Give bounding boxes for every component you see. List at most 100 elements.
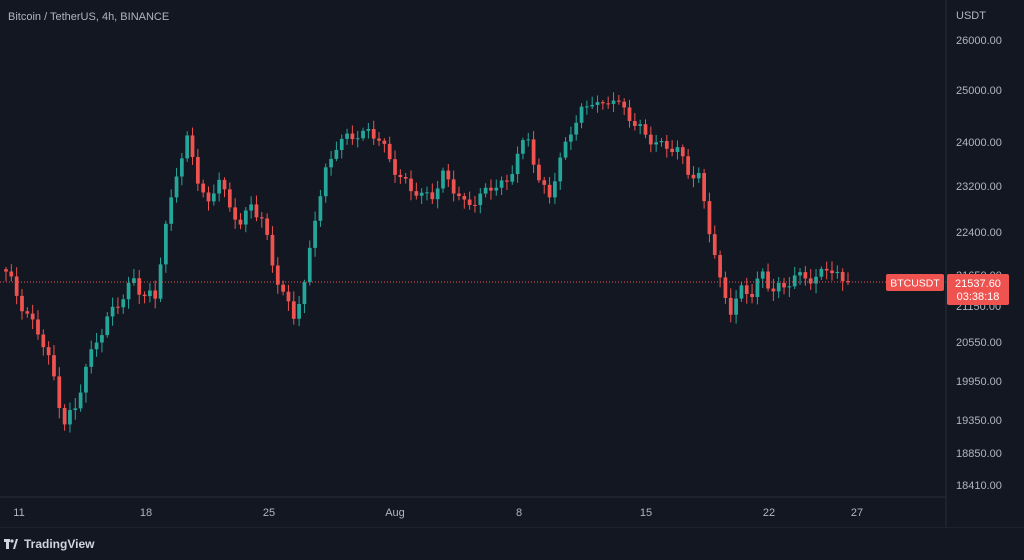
candle-body (195, 157, 200, 184)
candle-body (670, 148, 675, 152)
candle-body (707, 201, 712, 235)
candle-body (398, 174, 403, 178)
currency-label: USDT (956, 10, 986, 22)
candle-body (744, 285, 749, 294)
candle-body (297, 304, 301, 319)
candle-body (89, 349, 94, 367)
candle-body (467, 199, 472, 205)
bar-countdown: 03:38:18 (957, 291, 1000, 303)
candle-body (291, 301, 296, 319)
candle-body (840, 271, 845, 282)
tradingview-logo-icon (4, 538, 18, 550)
candle-body (627, 107, 632, 122)
candle-body (686, 156, 690, 175)
candle-body (654, 142, 659, 145)
candle-body (728, 297, 733, 315)
candle-body (259, 217, 264, 219)
candle-body (238, 219, 243, 225)
candle-body (558, 157, 563, 182)
candle-body (100, 335, 104, 343)
candle-body (14, 276, 19, 296)
candle-body (73, 408, 78, 411)
candle-body (632, 121, 637, 126)
candle-body (323, 167, 328, 197)
candle-body (249, 204, 254, 211)
candle-body (505, 180, 509, 182)
x-tick-label: 11 (13, 507, 24, 519)
candle-body (760, 271, 765, 279)
candle-body (691, 174, 696, 179)
candle-body (217, 179, 222, 194)
x-tick-label: 15 (640, 507, 652, 519)
candle-body (270, 234, 275, 266)
candle-body (531, 139, 536, 165)
candle-body (126, 282, 131, 300)
y-tick-label: 24000.00 (956, 137, 1002, 149)
candle-body (542, 180, 547, 185)
candle-body (462, 196, 467, 200)
chart-title: Bitcoin / TetherUS, 4h, BINANCE (8, 11, 169, 23)
candle-body (307, 247, 312, 283)
symbol-badge (886, 274, 944, 291)
candle-body (334, 149, 339, 159)
x-tick-label: 8 (516, 507, 522, 519)
candle-body (776, 282, 781, 292)
symbol-label: BTCUSDT (890, 278, 940, 290)
candle-body (659, 140, 664, 143)
candle-body (451, 179, 456, 194)
candle-body (553, 181, 557, 198)
candle-body (329, 158, 333, 168)
candle-body (537, 164, 541, 181)
candle-body (286, 291, 291, 302)
candle-body (132, 278, 136, 283)
candle-body (206, 192, 211, 202)
candle-body (446, 170, 451, 180)
chart-background (0, 0, 1024, 527)
tradingview-brand: TradingView (24, 537, 95, 551)
candle-body (313, 220, 317, 248)
candle-body (110, 306, 115, 317)
candle-body (211, 193, 216, 202)
y-tick-label: 19350.00 (956, 415, 1002, 427)
candle-body (766, 271, 770, 289)
candle-body (142, 294, 147, 297)
candle-body (414, 191, 419, 196)
candle-body (46, 347, 51, 356)
candle-body (174, 176, 179, 198)
candle-body (606, 103, 611, 105)
candle-body (393, 159, 397, 175)
candle-body (718, 255, 722, 278)
candle-body (153, 290, 158, 299)
candle-body (457, 193, 461, 197)
candle-body (105, 316, 110, 336)
candle-body (94, 342, 99, 350)
candle-body (148, 290, 152, 297)
candle-body (190, 135, 195, 158)
candle-body (62, 408, 67, 425)
time-axis[interactable]: 11 18 25 Aug 8 15 22 27 (13, 507, 863, 519)
candle-body (441, 170, 445, 189)
candle-body (787, 286, 792, 288)
candle-body (377, 138, 381, 141)
x-tick-label: 25 (263, 507, 275, 519)
candle-body (771, 288, 776, 292)
candle-body (680, 147, 685, 157)
last-price-labels: BTCUSDT 21537.60 03:38:18 (886, 274, 1009, 305)
candle-body (339, 138, 344, 150)
candle-body (435, 188, 440, 200)
candle-body (137, 278, 142, 295)
candle-body (350, 133, 355, 140)
candle-body (835, 271, 840, 274)
candle-body (361, 130, 365, 139)
candle-body (201, 183, 206, 193)
last-price-badge (947, 274, 1009, 305)
candle-body (68, 410, 72, 425)
candle-body (830, 270, 834, 274)
candle-body (25, 311, 30, 314)
candle-body (30, 313, 35, 320)
tradingview-logo[interactable]: TradingView (4, 537, 94, 551)
candle-body (569, 134, 573, 142)
candle-body (478, 193, 483, 206)
candle-body (515, 153, 520, 175)
